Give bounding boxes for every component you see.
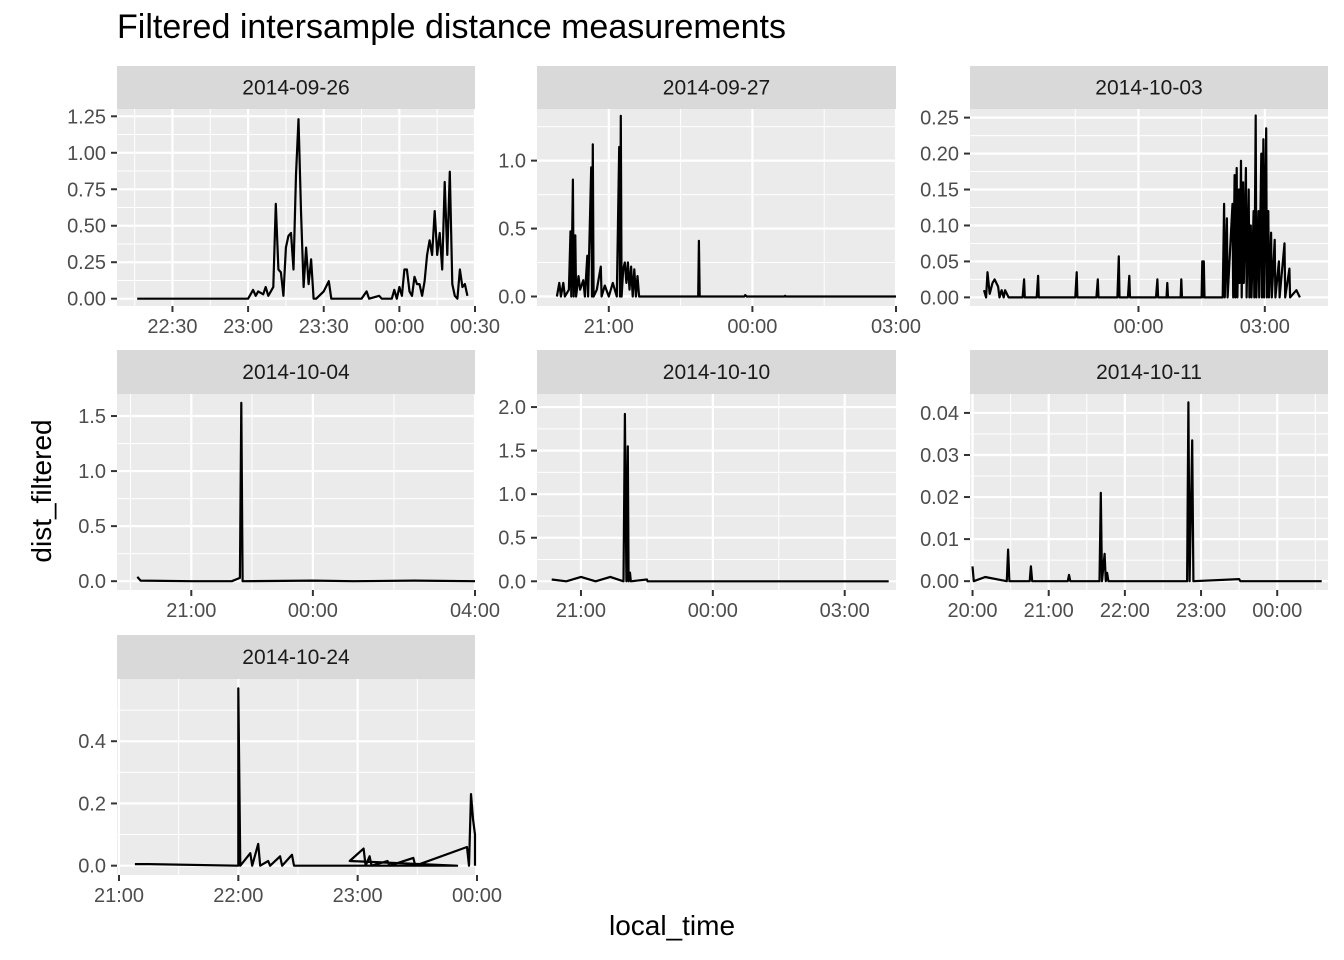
y-tick-label: 0.75 xyxy=(67,179,106,201)
y-tick-label: 0.0 xyxy=(498,571,526,593)
x-tick-label: 23:30 xyxy=(299,316,349,338)
y-tick-label: 0.00 xyxy=(920,287,959,309)
x-tick-label: 21:00 xyxy=(584,316,634,338)
panel-background xyxy=(117,679,475,875)
x-tick-label: 00:00 xyxy=(374,316,424,338)
y-tick-label: 0.04 xyxy=(920,403,959,425)
panel-background xyxy=(117,394,475,590)
facet-strip xyxy=(537,350,896,394)
y-tick-label: 0.10 xyxy=(920,215,959,237)
x-tick-label: 22:00 xyxy=(1100,600,1150,622)
y-tick-label: 1.0 xyxy=(498,484,526,506)
x-tick-label: 21:00 xyxy=(166,600,216,622)
panel-2014-10-04: 2014-10-04 0.0 0.5 1.0 1.5 21:00 00:00 04:00 xyxy=(78,350,500,622)
panel-background xyxy=(537,394,896,590)
panel-2014-10-24: 2014-10-24 0.0 0.2 0.4 21:00 22:00 23:00 00:00 xyxy=(78,635,502,907)
x-tick-label: 00:00 xyxy=(1113,316,1163,338)
y-tick-label: 2.0 xyxy=(498,397,526,419)
facet-strip-label: 2014-10-03 xyxy=(1095,77,1202,100)
x-axis-label: local_time xyxy=(608,910,736,941)
y-tick-label: 0.01 xyxy=(920,529,959,551)
x-tick-label: 22:30 xyxy=(147,316,197,338)
facet-strip-label: 2014-10-10 xyxy=(663,361,770,384)
facet-strip xyxy=(970,350,1328,394)
x-tick-label: 00:00 xyxy=(727,316,777,338)
facet-strip-label: 2014-10-04 xyxy=(242,361,350,384)
facet-strip-label: 2014-10-11 xyxy=(1096,361,1202,384)
facet-strip-label: 2014-10-24 xyxy=(242,646,350,669)
x-tick-label: 23:00 xyxy=(333,885,383,907)
x-tick-label: 03:00 xyxy=(820,600,870,622)
panel-2014-10-10: 2014-10-10 0.0 0.5 1.0 1.5 2.0 21:00 00:00 03:00 xyxy=(498,350,896,622)
y-tick-label: 0.5 xyxy=(498,528,526,550)
x-tick-label: 04:00 xyxy=(450,600,500,622)
x-tick-label: 03:00 xyxy=(871,316,921,338)
y-tick-label: 0.50 xyxy=(67,216,106,238)
facet-strip xyxy=(537,66,896,109)
y-tick-label: 0.00 xyxy=(920,571,959,593)
facet-strip-label: 2014-09-27 xyxy=(663,77,770,100)
y-tick-label: 0.20 xyxy=(920,144,959,166)
x-tick-label: 00:30 xyxy=(450,316,500,338)
panel-2014-09-27: 2014-09-27 0.0 0.5 1.0 21:00 00:00 03:00 xyxy=(498,66,921,338)
x-tick-label: 00:00 xyxy=(452,885,502,907)
facet-strip xyxy=(117,350,475,394)
y-tick-label: 1.0 xyxy=(78,461,106,483)
y-tick-label: 0.05 xyxy=(920,251,959,273)
series-line xyxy=(971,401,1322,583)
chart-title: Filtered intersample distance measuremen… xyxy=(117,8,786,46)
y-tick-label: 0.5 xyxy=(498,219,526,241)
y-tick-label: 0.25 xyxy=(920,108,959,130)
x-tick-label: 21:00 xyxy=(556,600,606,622)
series-line xyxy=(982,114,1301,299)
x-tick-label: 20:00 xyxy=(948,600,998,622)
y-tick-label: 0.25 xyxy=(67,252,106,274)
y-tick-label: 0.0 xyxy=(498,286,526,308)
x-tick-label: 00:00 xyxy=(1252,600,1302,622)
y-tick-label: 1.5 xyxy=(498,441,526,463)
y-tick-label: 1.25 xyxy=(67,106,106,128)
y-tick-label: 0.2 xyxy=(78,793,106,815)
panel-2014-10-03: 2014-10-03 0.00 0.05 0.10 0.15 0.20 0.25 00:00 0… xyxy=(920,66,1328,338)
x-tick-label: 22:00 xyxy=(213,885,263,907)
y-tick-label: 1.0 xyxy=(498,151,526,173)
facet-strip xyxy=(970,66,1328,109)
x-tick-label: 00:00 xyxy=(288,600,338,622)
y-tick-label: 0.02 xyxy=(920,487,959,509)
series-line xyxy=(551,412,889,583)
y-tick-label: 0.00 xyxy=(67,289,106,311)
x-tick-label: 23:00 xyxy=(223,316,273,338)
series-line xyxy=(137,118,469,300)
y-tick-label: 0.4 xyxy=(78,731,106,753)
y-tick-label: 0.03 xyxy=(920,445,959,467)
x-tick-label: 23:00 xyxy=(1176,600,1226,622)
panel-background xyxy=(970,394,1328,590)
facet-strip xyxy=(117,635,475,679)
x-tick-label: 03:00 xyxy=(1240,316,1290,338)
facet-strip xyxy=(117,66,475,109)
y-tick-label: 1.5 xyxy=(78,406,106,428)
y-tick-label: 1.00 xyxy=(67,143,106,165)
series-line xyxy=(134,687,477,867)
series-line xyxy=(136,401,476,583)
y-tick-label: 0.5 xyxy=(78,516,106,538)
panel-background xyxy=(537,109,896,306)
series-line xyxy=(555,114,896,298)
y-tick-label: 0.15 xyxy=(920,180,959,202)
facet-strip-label: 2014-09-26 xyxy=(242,77,349,100)
x-tick-label: 21:00 xyxy=(94,885,144,907)
panel-2014-09-26: 2014-09-26 0.00 0.25 0.50 0.75 1.00 1.25 22:30 2… xyxy=(67,66,500,338)
y-tick-label: 0.0 xyxy=(78,856,106,878)
y-tick-label: 0.0 xyxy=(78,571,106,593)
x-tick-label: 21:00 xyxy=(1024,600,1074,622)
x-tick-label: 00:00 xyxy=(688,600,738,622)
panel-2014-10-11: 2014-10-11 0.00 0.01 0.02 0.03 0.04 20:00 21:00… xyxy=(920,350,1328,622)
